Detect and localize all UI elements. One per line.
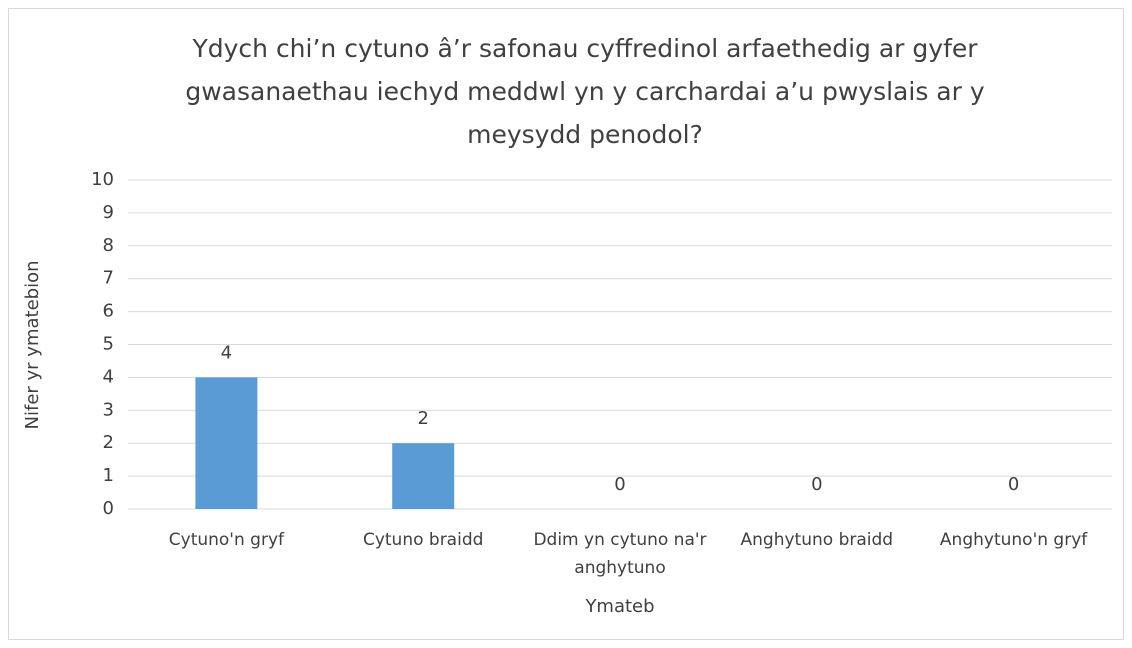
y-tick-label: 5 <box>103 334 114 355</box>
x-tick-label: Cytuno braidd <box>362 530 484 550</box>
data-label: 4 <box>221 342 232 363</box>
y-tick-label: 0 <box>103 498 114 519</box>
y-tick-label: 3 <box>103 399 114 420</box>
data-label: 2 <box>417 408 428 429</box>
y-tick-label: 1 <box>103 465 114 486</box>
y-tick-label: 9 <box>103 202 114 223</box>
x-tick-label: Anghytuno braidd <box>740 530 894 550</box>
chart-title: Ydych chi’n cytuno â’r safonau cyffredin… <box>185 34 985 149</box>
y-tick-label: 6 <box>103 301 114 322</box>
y-axis-label: Nifer yr ymatebion <box>22 261 43 430</box>
data-label: 0 <box>1008 474 1019 495</box>
data-label: 0 <box>811 474 822 495</box>
x-tick-label: Cytuno'n gryf <box>168 530 284 550</box>
y-tick-label: 10 <box>91 169 114 190</box>
data-label: 0 <box>614 474 625 495</box>
y-tick-label: 8 <box>103 235 114 256</box>
y-tick-label: 2 <box>103 432 114 453</box>
y-tick-label: 7 <box>103 268 114 289</box>
chart-border <box>8 8 1124 640</box>
y-tick-label: 4 <box>103 366 114 387</box>
x-tick-label: Ddim yn cytuno na'r anghytuno <box>533 530 707 578</box>
x-tick-label: Anghytuno'n gryf <box>939 530 1088 550</box>
x-axis-label: Ymateb <box>584 596 654 617</box>
bar <box>392 443 455 509</box>
bar <box>195 377 258 509</box>
